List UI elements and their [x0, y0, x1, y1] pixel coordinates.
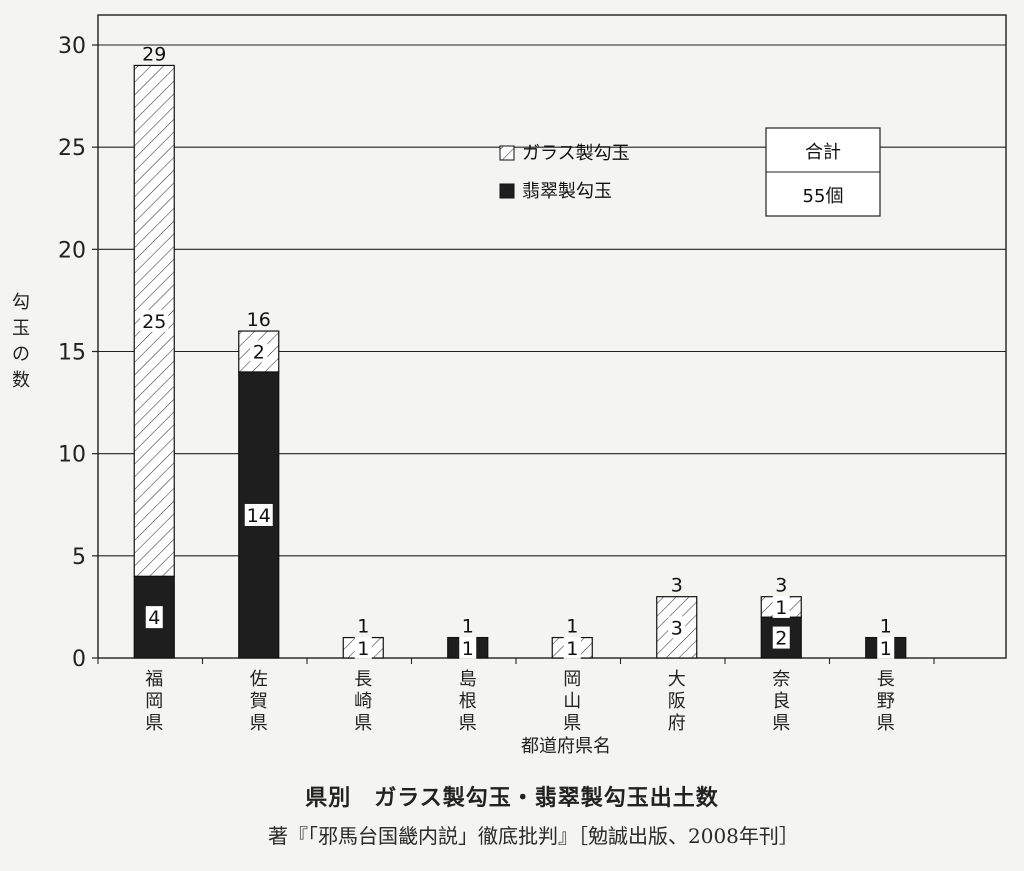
y-tick-label: 0 — [72, 647, 86, 672]
segment-value-label: 14 — [247, 505, 271, 527]
bar-total-label: 29 — [142, 43, 166, 65]
y-tick-label: 15 — [58, 341, 86, 366]
segment-label-bg — [354, 636, 372, 659]
bar-total-label: 3 — [775, 575, 787, 597]
y-tick-label: 10 — [58, 443, 86, 468]
segment-label-bg — [772, 626, 790, 649]
segment-value-label: 25 — [142, 311, 166, 333]
segment-label-bg — [140, 309, 169, 332]
segment-label-bg — [459, 636, 477, 659]
x-axis-label: 都道府県名 — [521, 736, 611, 757]
segment-label-bg — [772, 595, 790, 618]
plot-frame — [97, 14, 1007, 659]
segment-value-label: 1 — [880, 638, 892, 660]
x-tick-label: 岡山県 — [563, 669, 581, 734]
segment-label-bg — [563, 636, 581, 659]
segment-label-bg — [877, 636, 895, 659]
segment-value-label: 1 — [462, 638, 474, 660]
figure-citation: 著『「邪馬台国畿内説」徹底批判』［勉誠出版、2008年刊］ — [268, 824, 799, 848]
segment-value-label: 3 — [671, 617, 683, 639]
segment-value-label: 1 — [775, 597, 787, 619]
bar-total-label: 1 — [357, 616, 369, 638]
segment-label-bg — [668, 616, 686, 639]
legend-label-jade: 翡翠製勾玉 — [522, 181, 612, 202]
summary-box: 合計 55個 — [765, 127, 881, 217]
bar-segment-glass — [656, 596, 698, 659]
segment-value-label: 2 — [253, 342, 265, 364]
x-tick-label: 福岡県 — [145, 669, 163, 734]
y-tick-label: 30 — [58, 34, 86, 59]
y-tick-label: 5 — [72, 545, 86, 570]
legend-swatch-jade — [499, 183, 515, 199]
segment-label-bg — [145, 606, 163, 629]
segment-value-label: 2 — [775, 628, 787, 650]
bar-total-label: 16 — [247, 309, 271, 331]
legend-swatch-glass — [499, 145, 515, 161]
x-tick-label: 島根県 — [459, 669, 477, 734]
segment-value-label: 1 — [566, 638, 578, 660]
x-tick-label: 奈良県 — [772, 669, 790, 734]
figure-caption: 県別 ガラス製勾玉・翡翠製勾玉出土数 — [305, 786, 719, 811]
segment-value-label: 1 — [357, 638, 369, 660]
bar-total-label: 1 — [462, 616, 474, 638]
segment-label-bg — [250, 340, 268, 363]
gridlines — [98, 44, 1006, 557]
y-tick-label: 25 — [58, 136, 86, 161]
y-tick-label: 20 — [58, 238, 86, 263]
x-tick-label: 長野県 — [877, 669, 895, 734]
bar-total-label: 1 — [880, 616, 892, 638]
bar-total-label: 3 — [671, 575, 683, 597]
summary-value: 55個 — [803, 186, 844, 207]
legend-label-glass: ガラス製勾玉 — [522, 143, 630, 164]
y-axis-label: 勾玉の数 — [12, 292, 30, 391]
summary-header: 合計 — [805, 142, 841, 163]
x-tick-label: 大阪府 — [668, 669, 686, 734]
x-tick-label: 長崎県 — [354, 669, 372, 734]
bar-total-label: 1 — [566, 616, 578, 638]
segment-label-bg — [244, 503, 273, 526]
x-tick-label: 佐賀県 — [250, 669, 268, 734]
segment-value-label: 4 — [148, 607, 160, 629]
